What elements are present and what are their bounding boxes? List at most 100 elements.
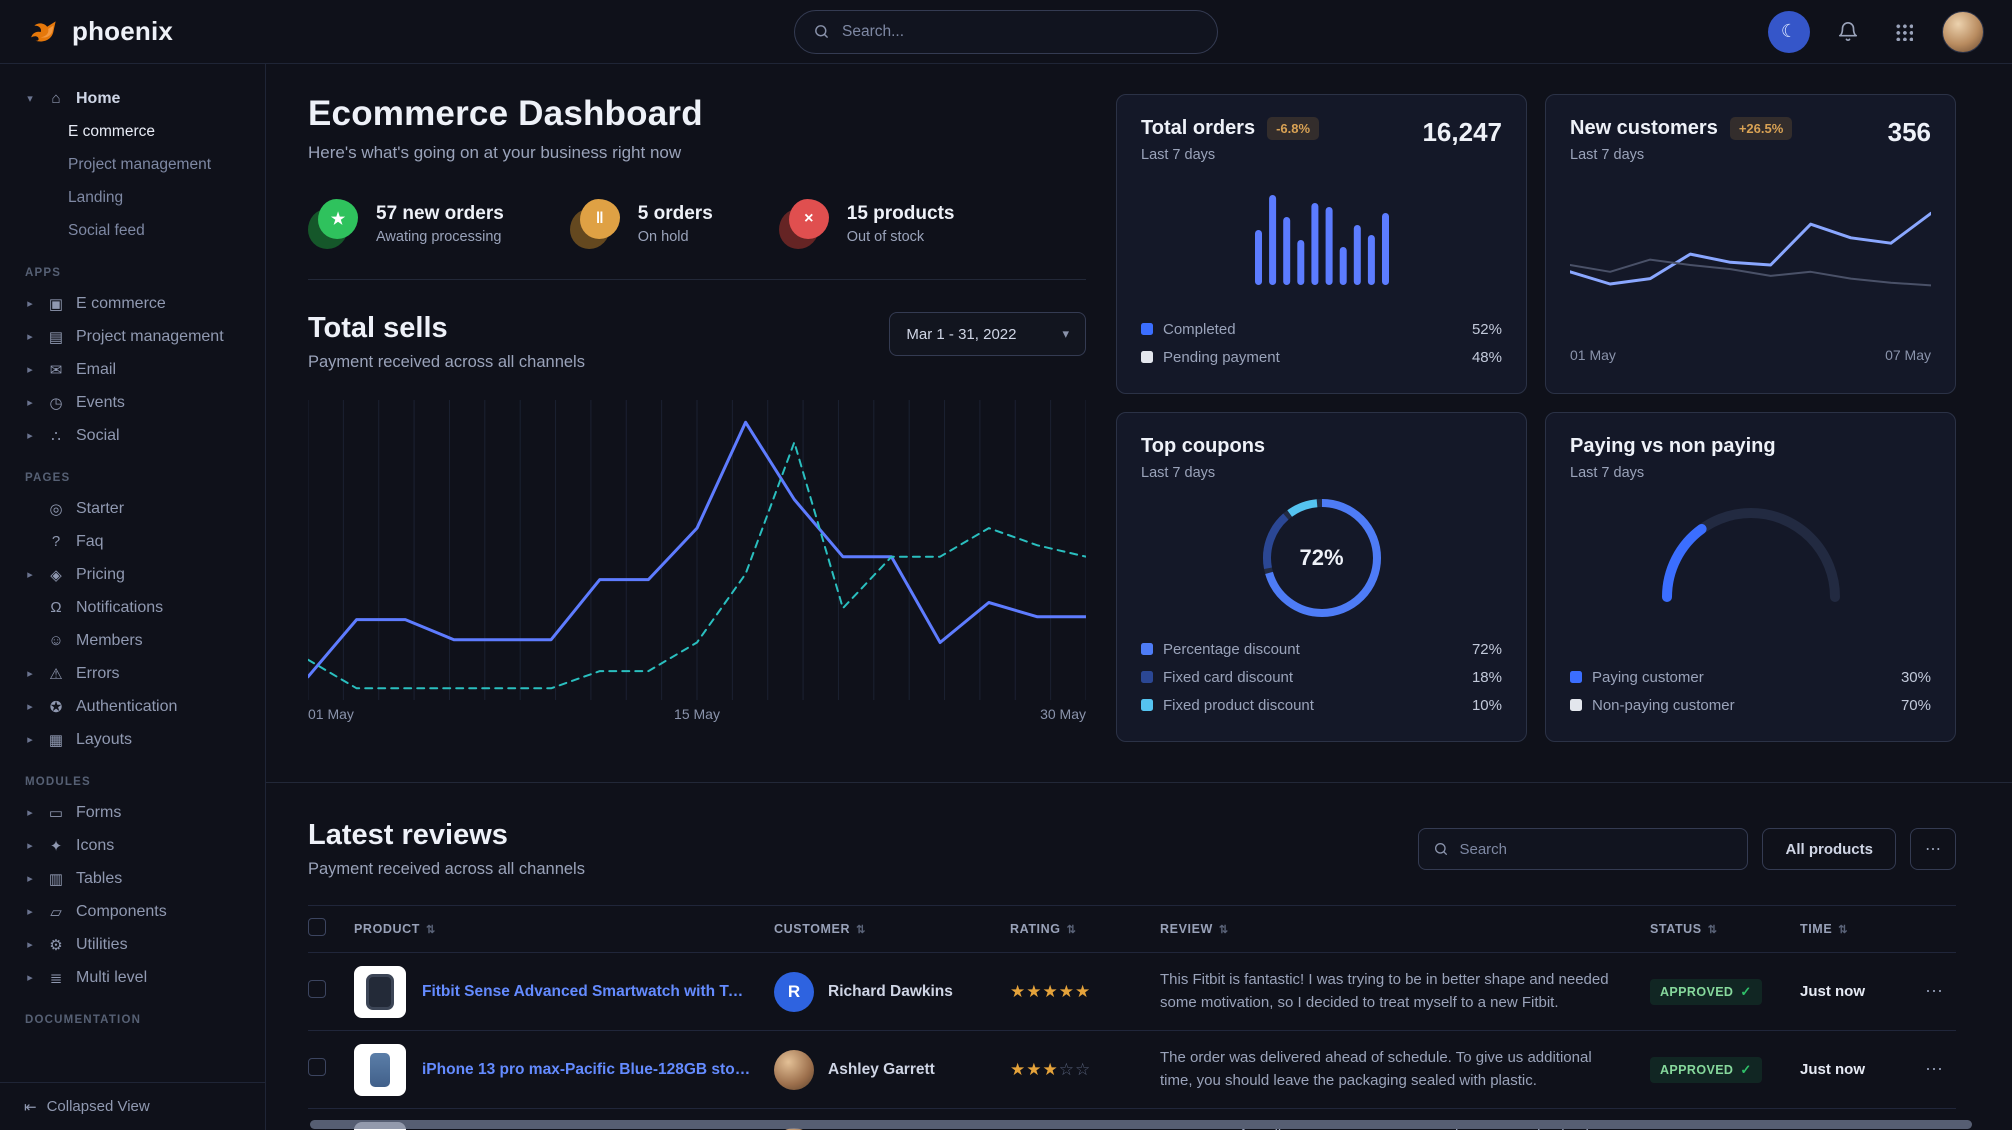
sidebar-item-label: Forms [76, 803, 122, 821]
sidebar-subitem[interactable]: Landing [24, 181, 255, 214]
row-checkbox[interactable] [308, 1058, 326, 1076]
user-avatar[interactable] [1942, 10, 1984, 53]
legend-label: Non-paying customer [1592, 696, 1735, 714]
chevron-right-icon: ▸ [27, 569, 33, 581]
home-subitems: E commerce Project management Landing So… [24, 115, 255, 247]
stats-row: ★ 57 new orders Awating processing ‖ [308, 199, 1086, 280]
kpi-cards: Total orders -6.8% Last 7 days 16,247 [1116, 94, 1956, 742]
bell-icon [1838, 21, 1858, 41]
review-time: Just now [1800, 1061, 1866, 1078]
legend-label: Paying customer [1592, 668, 1704, 686]
legend-label: Completed [1163, 320, 1236, 338]
select-all-checkbox[interactable] [308, 917, 326, 936]
card-title: Total orders [1141, 117, 1256, 139]
sidebar-item[interactable]: ▸ ⚠ Errors [24, 657, 255, 690]
axis-label: 15 May [674, 706, 720, 722]
sidebar-item[interactable]: ▸ ▭ Forms [24, 796, 255, 829]
all-products-button[interactable]: All products [1762, 828, 1896, 870]
sidebar-item[interactable]: ▸ ◷ Events [24, 386, 255, 419]
home-icon: ⌂ [51, 90, 61, 107]
stat-icon: ‖ [569, 199, 622, 249]
total-sells-chart [306, 400, 1088, 700]
check-icon: ✓ [1740, 1061, 1752, 1077]
chevron-right-icon: ▸ [27, 972, 33, 984]
chevron-right-icon: ▸ [27, 397, 33, 409]
reviews-search-input[interactable] [1459, 840, 1734, 858]
global-search[interactable] [794, 9, 1218, 54]
more-options-button[interactable]: ⋯ [1910, 828, 1956, 870]
sidebar-item-icon: Ω [50, 599, 62, 616]
legend-value: 48% [1471, 348, 1502, 366]
sidebar-item[interactable]: ▸ ? Faq [24, 525, 255, 558]
sidebar-item[interactable]: ▸ ▱ Components [24, 895, 255, 928]
horizontal-scrollbar[interactable] [310, 1120, 1972, 1129]
sidebar-item[interactable]: ▸ Ω Notifications [24, 591, 255, 624]
sidebar-item-home[interactable]: ▾ ⌂ Home [24, 82, 255, 115]
sidebar-item[interactable]: ▸ ▤ Project management [24, 320, 255, 353]
legend-value: 72% [1471, 640, 1502, 658]
sidebar-item[interactable]: ▸ ∴ Social [24, 419, 255, 452]
moon-icon: ☾ [1780, 21, 1798, 41]
sidebar-item[interactable]: ▸ ◈ Pricing [24, 558, 255, 591]
chevron-right-icon: ▸ [27, 701, 33, 713]
sidebar-item[interactable]: ▸ ◎ Starter [24, 492, 255, 525]
dashboard-left-column: Ecommerce Dashboard Here's what's going … [306, 94, 1088, 742]
sort-icon: ⇅ [1707, 923, 1718, 936]
chevron-right-icon: ▸ [27, 364, 33, 376]
reviews-search[interactable] [1418, 828, 1749, 870]
legend-label: Pending payment [1163, 348, 1280, 366]
product-link[interactable]: iPhone 13 pro max-Pacific Blue-128GB sto… [422, 1060, 752, 1078]
column-header-customer[interactable]: CUSTOMER ⇅ [774, 922, 866, 936]
sidebar-item-label: Authentication [76, 697, 178, 715]
sidebar-section-modules: MODULES ▸ ▭ Forms ▸ ✦ Icons [24, 776, 255, 994]
sidebar-subitem[interactable]: Social feed [24, 214, 255, 247]
sidebar-item[interactable]: ▸ ⚙ Utilities [24, 928, 255, 961]
theme-toggle-button[interactable]: ☾ [1768, 10, 1810, 53]
sidebar-item-label: Errors [76, 664, 120, 682]
product-link[interactable]: Fitbit Sense Advanced Smartwatch with To… [422, 982, 752, 1000]
sidebar-section-title: APPS [25, 267, 62, 279]
sort-icon: ⇅ [1066, 923, 1077, 936]
sidebar-subitem[interactable]: E commerce [24, 115, 255, 148]
page-title: Ecommerce Dashboard [308, 94, 703, 133]
column-header-product[interactable]: PRODUCT ⇅ [354, 922, 436, 936]
brand-logo[interactable]: phoenix [28, 15, 173, 49]
search-input[interactable] [842, 22, 1199, 41]
stat-value: 5 orders [637, 203, 713, 224]
sidebar-item[interactable]: ▸ ☺ Members [24, 624, 255, 657]
legend-item: Pending payment 48% [1141, 343, 1502, 371]
date-range-select[interactable]: Mar 1 - 31, 2022 ▾ [889, 312, 1086, 356]
row-checkbox[interactable] [308, 980, 326, 998]
sidebar-item-label: Icons [76, 836, 115, 854]
row-menu-button[interactable]: ⋯ [1925, 1059, 1943, 1079]
sidebar-item[interactable]: ▸ ▥ Tables [24, 862, 255, 895]
column-header-status[interactable]: STATUS ⇅ [1650, 922, 1718, 936]
legend-item: Percentage discount 72% [1141, 635, 1502, 663]
sidebar-item-icon: ▥ [48, 870, 64, 888]
row-menu-button[interactable]: ⋯ [1925, 981, 1943, 1001]
legend-swatch [1570, 699, 1582, 711]
column-header-rating[interactable]: RATING ⇅ [1010, 922, 1077, 936]
sidebar-item-icon: ≣ [49, 969, 63, 987]
sidebar-item[interactable]: ▸ ▦ Layouts [24, 723, 255, 756]
new-customers-x-axis: 01 May 07 May [1570, 347, 1931, 363]
sidebar-section-pages: PAGES ▸ ◎ Starter ▸ ? Faq ▸ [24, 472, 255, 756]
apps-grid-button[interactable] [1886, 14, 1922, 50]
sidebar-item-icon: ? [51, 533, 61, 550]
sidebar-item[interactable]: ▸ ✪ Authentication [24, 690, 255, 723]
review-text: This Fitbit is fantastic! I was trying t… [1160, 971, 1609, 1011]
column-header-time[interactable]: TIME ⇅ [1800, 922, 1849, 936]
sidebar-item[interactable]: ▸ ▣ E commerce [24, 287, 255, 320]
sidebar-item[interactable]: ▸ ≣ Multi level [24, 961, 255, 994]
sidebar-item-icon: ✉ [49, 361, 63, 379]
sidebar-subitem[interactable]: Project management [24, 148, 255, 181]
sidebar-item[interactable]: ▸ ✦ Icons [24, 829, 255, 862]
notifications-button[interactable] [1830, 14, 1866, 50]
sidebar-item-label: Faq [76, 532, 104, 550]
legend-item: Fixed product discount 10% [1141, 691, 1502, 719]
collapse-view-button[interactable]: ⇤ Collapsed View [0, 1082, 265, 1130]
column-header-review[interactable]: REVIEW ⇅ [1160, 922, 1229, 936]
sidebar-subitem-label: Project management [68, 155, 212, 173]
card-paying-vs-nonpaying: Paying vs non paying Last 7 days Paying … [1545, 412, 1956, 742]
sidebar-item[interactable]: ▸ ✉ Email [24, 353, 255, 386]
